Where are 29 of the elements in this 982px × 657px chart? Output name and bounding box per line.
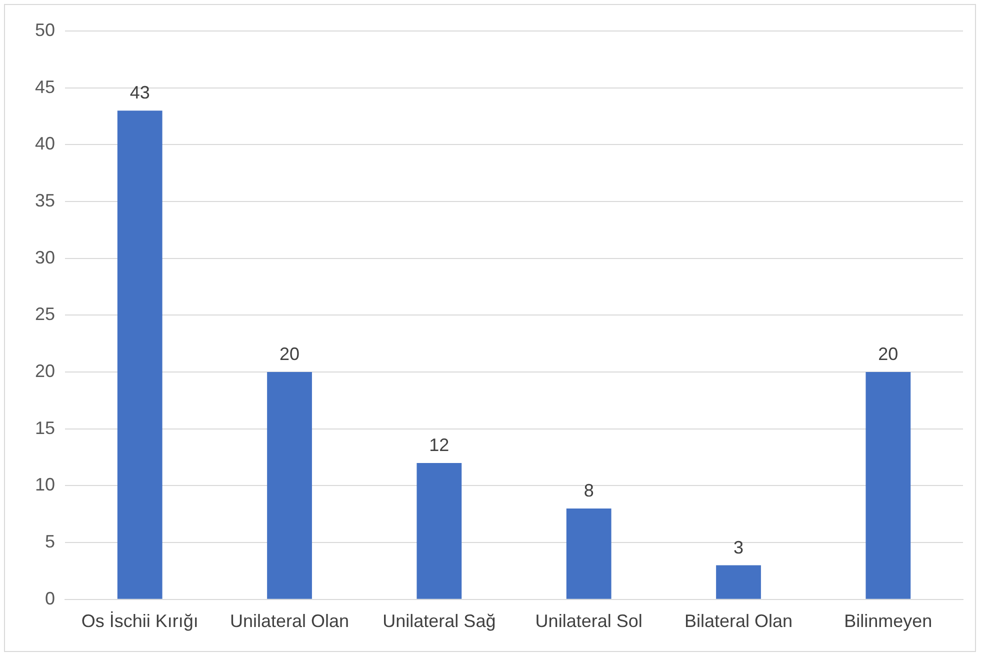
y-tick-label: 0 [45,588,56,608]
y-tick-label: 50 [34,20,56,40]
y-tick-label: 15 [34,418,56,438]
data-label: 43 [130,82,150,103]
y-tick-label: 30 [34,247,56,268]
bar [267,372,312,599]
x-tick-label: Unilateral Olan [230,611,350,632]
x-tick-label: Bilateral Olan [684,611,793,632]
bar [716,565,761,599]
bar [566,508,612,599]
data-label: 12 [429,434,450,455]
data-label: 20 [280,344,300,364]
data-label: 8 [584,480,594,500]
data-label: 20 [878,344,898,364]
y-tick-label: 10 [34,474,56,495]
x-tick-label: Unilateral Sağ [382,611,496,632]
bar [866,372,911,599]
data-label: 3 [734,537,744,558]
y-tick-label: 40 [34,134,56,154]
y-tick-label: 25 [34,304,56,324]
x-tick-label: Os İschii Kırığı [81,611,198,632]
x-tick-label: Unilateral Sol [535,611,642,632]
bar [117,110,162,599]
y-tick-label: 45 [34,76,56,97]
y-tick-label: 35 [34,190,56,210]
x-tick-label: Bilinmeyen [844,611,932,632]
y-tick-label: 5 [45,532,56,552]
bar [416,462,462,599]
y-tick-label: 20 [34,361,56,382]
